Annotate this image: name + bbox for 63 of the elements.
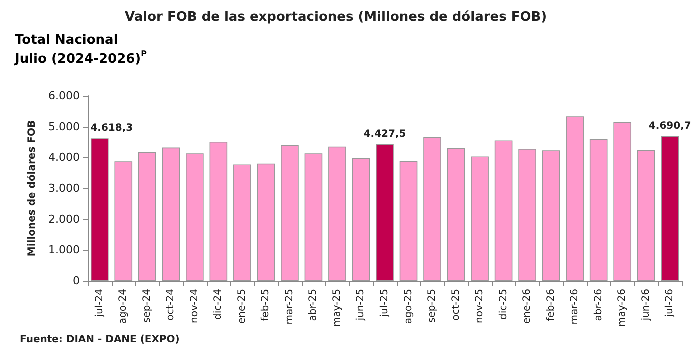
bar [518, 149, 536, 281]
bar [352, 158, 370, 281]
x-tick-label: jun-25 [356, 289, 367, 322]
x-tick-label: mar-26 [570, 289, 581, 325]
x-tick-label: jul-26 [664, 289, 676, 318]
bar [661, 136, 680, 281]
x-tick-label: dic-24 [213, 289, 224, 320]
x-tick-label: abr-26 [593, 289, 604, 322]
x-tick-label: jun-26 [640, 289, 652, 322]
bar [566, 116, 584, 281]
data-label: 4.618,3 [90, 123, 134, 134]
bar [542, 150, 560, 281]
bar [162, 148, 180, 281]
x-tick-label: ago-24 [118, 289, 130, 324]
x-tick-label: may-26 [617, 289, 628, 327]
x-tick-label: dic-25 [498, 289, 510, 320]
bar [471, 156, 489, 281]
x-tick-label: oct-24 [166, 289, 177, 321]
x-tick-label: sep-24 [142, 289, 153, 324]
x-tick-label: oct-25 [450, 289, 462, 321]
bar [590, 139, 608, 281]
bar [210, 142, 228, 281]
x-tick-label: jul-25 [380, 289, 390, 318]
y-tick-label: 6.000 [48, 90, 80, 102]
y-tick-label: 0 [73, 274, 80, 288]
x-tick-label: mar-25 [284, 289, 296, 325]
bar [257, 164, 276, 281]
bar [400, 161, 418, 281]
bar [304, 154, 323, 281]
chart-title: Valor FOB de las exportaciones (Millones de dólares FOB) [125, 10, 548, 25]
bar [614, 122, 632, 281]
bar [447, 148, 466, 281]
x-tick-label: ago-25 [403, 289, 414, 324]
x-tick-label: jul-24 [94, 289, 106, 318]
x-tick-label: feb-26 [546, 289, 557, 322]
bar [328, 146, 346, 281]
y-tick-label: 5.000 [48, 120, 80, 134]
x-tick-label: abr-25 [308, 289, 320, 322]
y-tick-label: 2.000 [48, 212, 80, 226]
data-label: 4.690,7 [648, 120, 692, 132]
bar [234, 164, 252, 281]
x-tick-label: nov-25 [474, 289, 486, 324]
x-tick-label: may-25 [332, 289, 343, 327]
bar [376, 144, 394, 281]
y-tick-label: 4.000 [48, 151, 80, 164]
x-tick-label: ene-25 [236, 289, 248, 324]
bar [138, 152, 156, 281]
y-tick-label: 1.000 [48, 244, 80, 257]
y-tick-label: 3.000 [48, 182, 80, 195]
bar [494, 140, 513, 281]
bar [90, 138, 109, 281]
bar [186, 154, 204, 281]
x-tick-label: sep-25 [427, 289, 438, 324]
bar [114, 162, 133, 281]
bar [281, 145, 299, 281]
source-note: Fuente: DIAN - DANE (EXPO) [20, 334, 180, 346]
y-axis-title: Millones de dólares FOB [27, 120, 38, 257]
x-tick-label: ene-26 [522, 289, 534, 324]
data-label: 4.427,5 [364, 128, 406, 140]
x-tick-label: nov-24 [189, 289, 200, 324]
bar [424, 137, 442, 281]
bar [637, 150, 656, 281]
x-tick-label: feb-25 [260, 289, 272, 322]
